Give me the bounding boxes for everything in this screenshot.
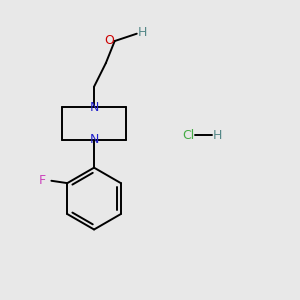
Text: H: H [213,129,222,142]
Text: N: N [89,101,99,114]
Text: H: H [137,26,147,39]
Text: F: F [39,174,46,187]
Text: N: N [89,133,99,146]
Text: Cl: Cl [182,129,194,142]
Text: O: O [104,34,114,47]
